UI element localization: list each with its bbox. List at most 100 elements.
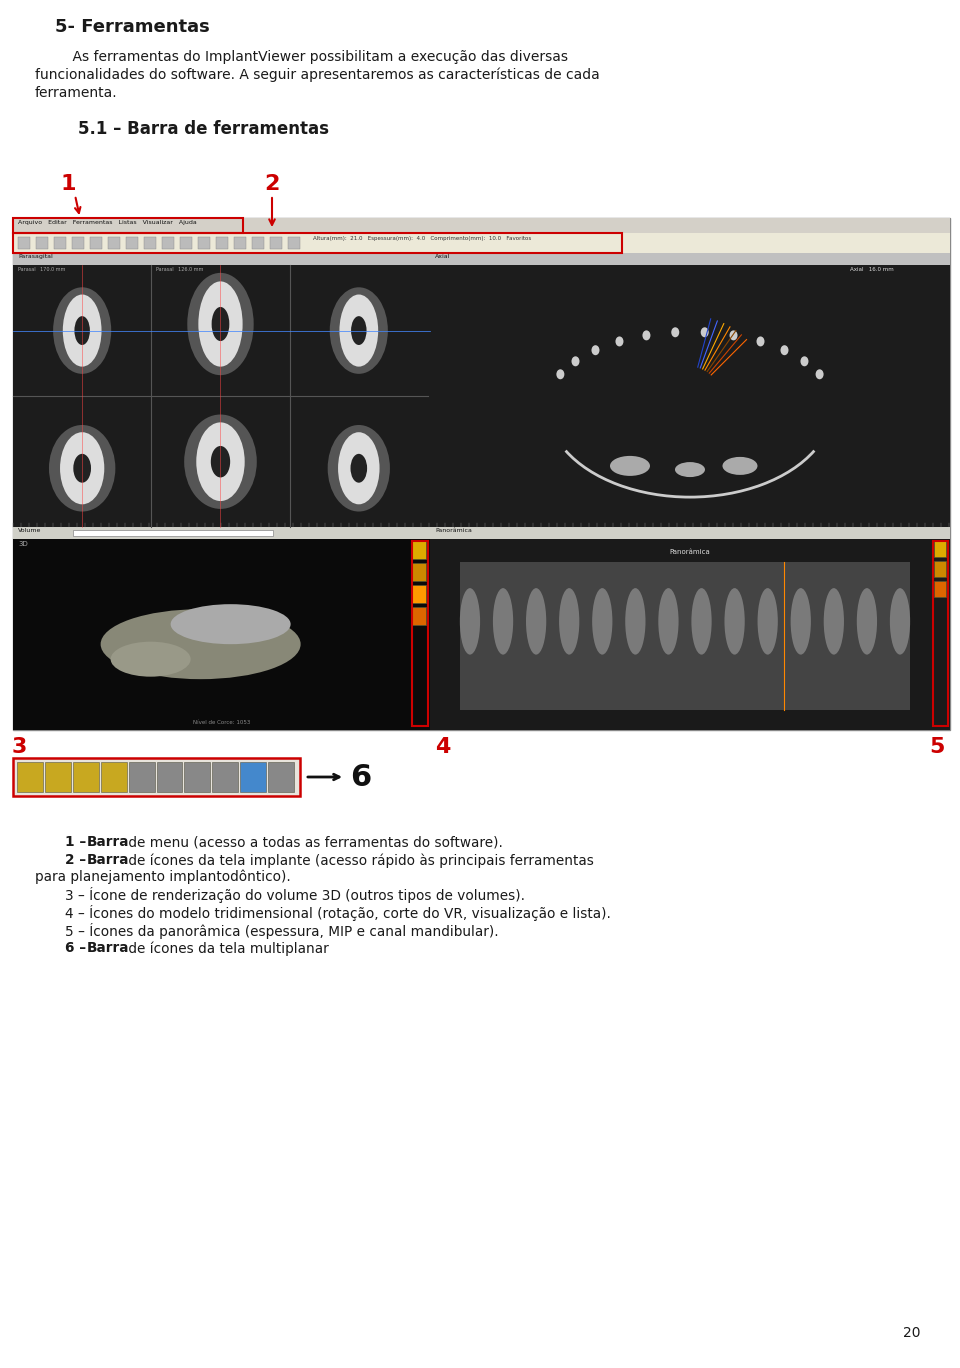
Text: Axial   16.0 mm: Axial 16.0 mm — [850, 267, 894, 272]
Bar — [13, 539, 430, 731]
Bar — [13, 758, 300, 796]
Ellipse shape — [199, 282, 243, 367]
Bar — [934, 561, 946, 577]
Ellipse shape — [725, 588, 745, 655]
Bar — [216, 237, 228, 249]
Text: 6: 6 — [350, 762, 372, 792]
Ellipse shape — [184, 415, 256, 509]
Bar — [198, 237, 210, 249]
Text: 6 –: 6 – — [65, 941, 91, 955]
Bar — [36, 237, 48, 249]
Bar — [430, 527, 950, 539]
Bar — [933, 542, 948, 726]
Bar — [252, 237, 264, 249]
Text: As ferramentas do ImplantViewer possibilitam a execução das diversas: As ferramentas do ImplantViewer possibil… — [55, 51, 568, 64]
Ellipse shape — [53, 287, 111, 373]
Text: Nível de Corce: 1053: Nível de Corce: 1053 — [193, 720, 251, 725]
Ellipse shape — [780, 345, 788, 356]
Bar — [412, 564, 426, 581]
Ellipse shape — [211, 446, 230, 477]
Ellipse shape — [816, 369, 824, 379]
Text: Barra: Barra — [87, 854, 130, 867]
Bar — [90, 237, 102, 249]
Bar — [101, 762, 127, 792]
Ellipse shape — [49, 425, 115, 512]
Ellipse shape — [62, 294, 102, 367]
Bar — [144, 237, 156, 249]
Text: Barra: Barra — [87, 834, 130, 850]
Bar — [270, 237, 282, 249]
Bar — [73, 762, 99, 792]
Bar — [18, 237, 30, 249]
Text: Panorâmica: Panorâmica — [435, 528, 472, 534]
Ellipse shape — [824, 588, 844, 655]
Ellipse shape — [615, 337, 623, 346]
Bar — [13, 253, 430, 265]
Ellipse shape — [327, 425, 390, 512]
Text: 4 – Ícones do modelo tridimensional (rotação, corte do VR, visualização e lista): 4 – Ícones do modelo tridimensional (rot… — [65, 906, 611, 921]
Text: 5- Ferramentas: 5- Ferramentas — [55, 18, 209, 36]
Ellipse shape — [187, 272, 253, 375]
Bar — [108, 237, 120, 249]
Bar — [13, 233, 622, 253]
Ellipse shape — [329, 287, 388, 373]
Ellipse shape — [460, 588, 480, 655]
Ellipse shape — [338, 432, 379, 505]
Bar — [45, 762, 71, 792]
Text: 3 – Ícone de renderização do volume 3D (outros tipos de volumes).: 3 – Ícone de renderização do volume 3D (… — [65, 886, 525, 903]
Ellipse shape — [340, 294, 378, 367]
Ellipse shape — [350, 454, 367, 483]
Text: 5: 5 — [929, 737, 945, 757]
Ellipse shape — [196, 423, 245, 501]
Bar — [17, 762, 43, 792]
Ellipse shape — [659, 588, 679, 655]
Ellipse shape — [60, 432, 105, 505]
Ellipse shape — [675, 462, 705, 477]
Bar — [430, 539, 950, 731]
Ellipse shape — [856, 588, 877, 655]
Bar — [13, 218, 243, 233]
Ellipse shape — [801, 356, 808, 367]
Text: Arquivo   Editar   Ferramentas   Listas   Visualizar   Ajuda: Arquivo Editar Ferramentas Listas Visual… — [18, 220, 197, 224]
Ellipse shape — [642, 330, 651, 341]
Bar — [268, 762, 294, 792]
Bar — [13, 218, 950, 233]
Ellipse shape — [351, 316, 367, 345]
Bar — [430, 265, 950, 527]
Bar — [240, 762, 266, 792]
Ellipse shape — [211, 306, 229, 341]
Bar — [54, 237, 66, 249]
Bar — [13, 265, 430, 527]
Text: 3: 3 — [12, 737, 28, 757]
Bar — [126, 237, 138, 249]
Ellipse shape — [73, 454, 91, 483]
Text: ferramenta.: ferramenta. — [35, 86, 118, 100]
Text: Volume: Volume — [18, 528, 41, 534]
Ellipse shape — [559, 588, 579, 655]
Text: Axial: Axial — [435, 254, 450, 259]
Text: 4: 4 — [435, 737, 450, 757]
Ellipse shape — [571, 356, 580, 367]
Ellipse shape — [557, 369, 564, 379]
Ellipse shape — [730, 330, 737, 341]
Text: 20: 20 — [902, 1326, 920, 1341]
Ellipse shape — [75, 316, 90, 345]
Text: Barra: Barra — [87, 941, 130, 955]
Bar — [13, 758, 300, 796]
Text: Parasal   170.0 mm: Parasal 170.0 mm — [18, 267, 65, 272]
Bar — [412, 586, 426, 603]
Bar — [412, 542, 428, 726]
Bar — [412, 607, 426, 625]
Text: 3D: 3D — [18, 542, 28, 547]
Ellipse shape — [526, 588, 546, 655]
Ellipse shape — [723, 457, 757, 475]
Ellipse shape — [701, 327, 708, 338]
Ellipse shape — [625, 588, 645, 655]
Ellipse shape — [101, 609, 300, 679]
Text: Panorâmica: Panorâmica — [670, 550, 710, 555]
Text: de ícones da tela multiplanar: de ícones da tela multiplanar — [124, 941, 328, 955]
Bar — [13, 218, 950, 731]
Text: de menu (acesso a todas as ferramentas do software).: de menu (acesso a todas as ferramentas d… — [124, 834, 503, 850]
Bar — [460, 562, 910, 710]
Ellipse shape — [791, 588, 811, 655]
